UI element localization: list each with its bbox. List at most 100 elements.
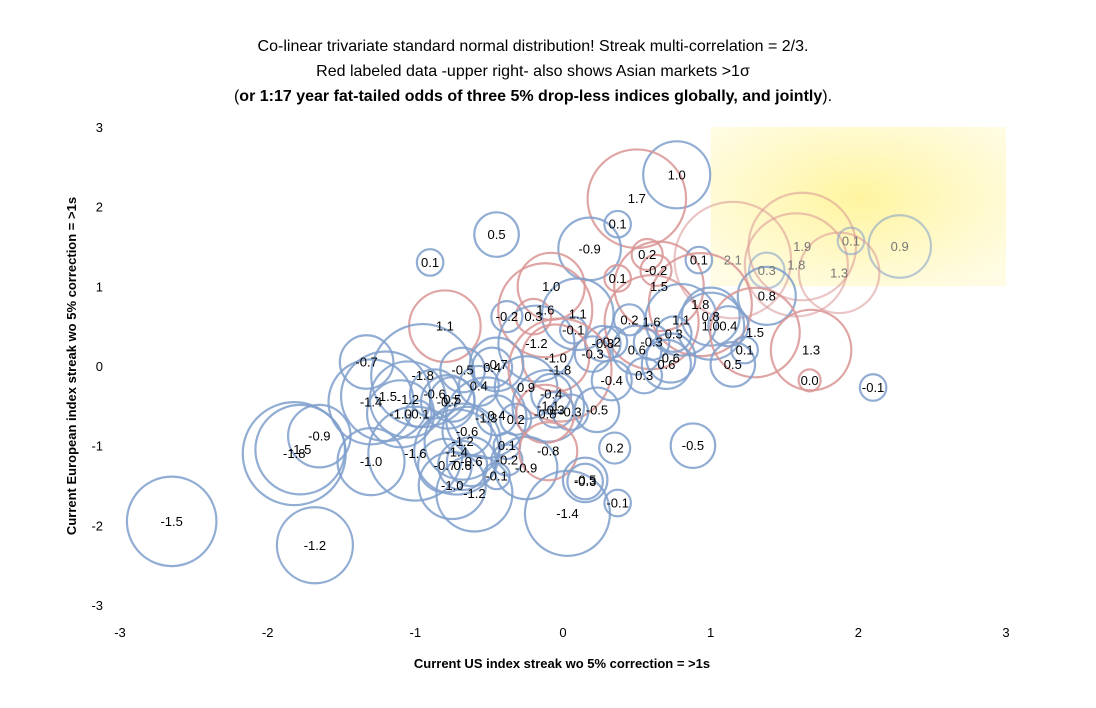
bubble-label-9: 1.5 — [650, 279, 668, 294]
bubble-label-76: -0.9 — [308, 429, 330, 444]
bubble-label-85: 0.6 — [454, 458, 472, 473]
bubble-label-51: -0.5 — [451, 362, 473, 377]
y-tick-label: 2 — [96, 200, 103, 215]
bubble-label-21: -0.2 — [496, 309, 518, 324]
bubble-label-72: -0.8 — [534, 406, 556, 421]
bubble-label-47: 0.0 — [801, 373, 819, 388]
bubble-label-32: 0.3 — [665, 327, 683, 342]
bubble-74 — [551, 393, 590, 432]
bubble-29 — [707, 305, 750, 348]
x-tick-label: 3 — [1002, 625, 1009, 640]
bubble-label-25: 0.2 — [620, 312, 638, 327]
bubble-label-11: 2.1 — [724, 253, 742, 268]
bubble-label-6: 0.2 — [638, 247, 656, 262]
bubble-23 — [497, 262, 594, 359]
bubble-label-64: -0.1 — [407, 406, 429, 421]
bubble-label-67: 0.5 — [443, 392, 461, 407]
bubble-label-18: 0.8 — [758, 288, 776, 303]
y-tick-label: -2 — [91, 518, 103, 533]
bubble-label-92: -0.1 — [485, 468, 507, 483]
bubble-label-97: -1.4 — [556, 506, 578, 521]
bubble-3 — [473, 211, 520, 258]
bubble-label-99: -0.5 — [682, 438, 704, 453]
bubble-87 — [417, 450, 487, 521]
bubble-label-94: -0.3 — [574, 474, 596, 489]
bubble-label-83: -1.4 — [445, 445, 467, 460]
bubble-75 — [573, 386, 621, 434]
y-tick-label: -3 — [91, 598, 103, 613]
y-axis-label: Current European index streak wo 5% corr… — [64, 197, 79, 535]
bubble-label-16: 0.9 — [891, 239, 909, 254]
bubble-label-96: -0.1 — [606, 496, 628, 511]
bubble-0 — [642, 140, 712, 210]
bubble-6 — [630, 237, 664, 272]
bubble-8 — [603, 264, 632, 293]
bubble-79 — [336, 427, 406, 497]
bubble-label-49: -0.7 — [355, 355, 377, 370]
bubble-101 — [275, 506, 355, 585]
bubble-label-58: 0.9 — [517, 380, 535, 395]
bubble-label-8: 0.1 — [609, 271, 627, 286]
bubble-46 — [709, 341, 757, 388]
bubble-65 — [408, 368, 461, 420]
bubble-label-54: 0.4 — [470, 378, 488, 393]
bubble-label-98: 0.2 — [606, 441, 624, 456]
bubble-label-23: 1.6 — [536, 303, 554, 318]
bubble-label-71: -1.1 — [537, 398, 559, 413]
bubble-label-37: -0.3 — [592, 336, 614, 351]
bubble-series — [125, 140, 933, 585]
bubble-93 — [518, 421, 579, 482]
bubble-14 — [747, 191, 858, 302]
bubble-label-84: -0.7 — [434, 458, 456, 473]
y-tick-label: 0 — [96, 359, 103, 374]
bubble-95 — [561, 456, 609, 504]
bubble-label-74: -0.3 — [559, 405, 581, 420]
bubble-label-0: 1.0 — [668, 167, 686, 182]
bubble-label-46: 0.5 — [724, 357, 742, 372]
bubble-label-27: 1.1 — [672, 312, 690, 327]
bubble-label-40: -0.3 — [581, 347, 603, 362]
chart-title-block: Co-linear trivariate standard normal dis… — [0, 34, 1066, 109]
bubble-label-34: 1.1 — [436, 319, 454, 334]
bubble-48 — [858, 373, 888, 402]
bubble-47 — [797, 368, 822, 393]
bubble-label-24: 1.1 — [569, 307, 587, 322]
x-axis-label: Current US index streak wo 5% correction… — [414, 656, 710, 671]
bubble-82 — [423, 402, 502, 481]
y-tick-label: -1 — [91, 439, 103, 454]
bubble-label-7: -0.2 — [645, 263, 667, 278]
bubble-label-30: 1.0 — [702, 319, 720, 334]
bubble-92 — [482, 461, 511, 491]
bubble-10 — [684, 245, 714, 275]
bubble-label-57: 0.3 — [635, 368, 653, 383]
bubble-91 — [493, 435, 559, 501]
bubble-label-89: 0.1 — [498, 438, 516, 453]
bubble-label-87: -1.0 — [441, 478, 463, 493]
bubble-label-41: -1.0 — [544, 351, 566, 366]
bubble-label-81: -0.6 — [456, 424, 478, 439]
bubble-88 — [435, 454, 514, 533]
bubble-label-4: 0.1 — [421, 255, 439, 270]
bubble-label-50: -1.8 — [412, 368, 434, 383]
chart-subtitle-2-open: ( — [233, 88, 240, 105]
bubble-label-45: 1.3 — [802, 343, 820, 358]
bubble-99 — [669, 422, 717, 470]
bubble-84 — [417, 437, 473, 494]
bubble-label-61: -1.5 — [375, 389, 397, 404]
chart-subtitle-2-bold: or 1:17 year fat-tailed odds of three 5%… — [239, 88, 823, 105]
bubble-4 — [415, 248, 445, 277]
bubble-98 — [598, 431, 632, 465]
bubble-94 — [566, 462, 605, 501]
bubble-label-66: -0.7 — [437, 394, 459, 409]
bubble-label-77: -1.5 — [289, 442, 311, 457]
bubble-73 — [536, 390, 575, 429]
y-axis-ticks: 3 2 1 0 -1 -2 -3 — [91, 120, 103, 613]
bubble-labels: 1.01.70.10.50.1-0.9 0.2-0.20.11.50.1 2.10.… — [160, 167, 908, 552]
bubble-53 — [468, 336, 525, 393]
bubble-label-10: 0.1 — [690, 253, 708, 268]
bubble-label-63: -1.0 — [389, 406, 411, 421]
bubble-label-86: -0.6 — [460, 454, 482, 469]
bubble-label-56: -0.4 — [601, 373, 623, 388]
bubble-56 — [590, 359, 633, 402]
